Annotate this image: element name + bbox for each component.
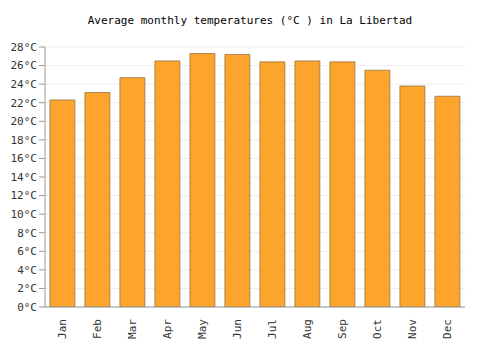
svg-text:20°C: 20°C <box>11 115 38 128</box>
svg-text:May: May <box>196 319 209 339</box>
svg-text:28°C: 28°C <box>11 41 38 54</box>
svg-text:22°C: 22°C <box>11 97 38 110</box>
svg-text:Jun: Jun <box>231 319 244 339</box>
svg-text:Jul: Jul <box>266 319 279 339</box>
svg-text:0°C: 0°C <box>17 301 37 314</box>
svg-text:24°C: 24°C <box>11 78 38 91</box>
svg-text:6°C: 6°C <box>17 245 37 258</box>
svg-text:Aug: Aug <box>301 319 314 339</box>
html-text:Average monthly temperatures (: Average monthly temperatures (°C ) in La… <box>87 14 413 27</box>
svg-text:16°C: 16°C <box>11 152 38 165</box>
svg-text:14°C: 14°C <box>11 171 38 184</box>
svg-text:4°C: 4°C <box>17 264 37 277</box>
svg-text:Apr: Apr <box>161 319 174 339</box>
svg-text:Sep: Sep <box>336 319 349 339</box>
svg-text:18°C: 18°C <box>11 134 38 147</box>
svg-text:Nov: Nov <box>406 319 419 339</box>
svg-text:2°C: 2°C <box>17 282 37 295</box>
svg-text:10°C: 10°C <box>11 208 38 221</box>
svg-text:Oct: Oct <box>371 319 384 339</box>
svg-text:26°C: 26°C <box>11 59 38 72</box>
svg-text:Jan: Jan <box>56 319 69 339</box>
svg-text:Dec: Dec <box>441 319 454 339</box>
svg-text:Mar: Mar <box>126 319 139 339</box>
svg-text:Feb: Feb <box>91 319 104 339</box>
svg-text:8°C: 8°C <box>17 227 37 240</box>
svg-text:12°C: 12°C <box>11 189 38 202</box>
